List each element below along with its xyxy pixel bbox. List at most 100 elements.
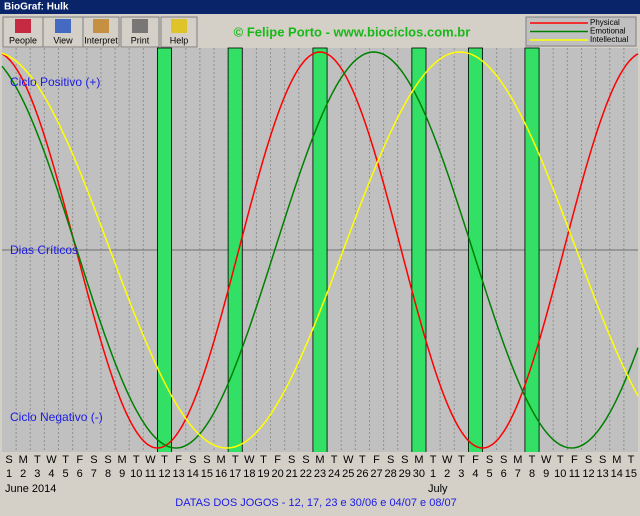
day-number: 2 bbox=[20, 468, 26, 480]
game-day-bar bbox=[157, 47, 172, 481]
button-icon[interactable] bbox=[15, 19, 31, 33]
weekday: M bbox=[612, 454, 621, 466]
curves bbox=[1, 51, 639, 449]
day-number: 15 bbox=[201, 468, 213, 480]
weekday: S bbox=[401, 454, 408, 466]
button-label[interactable]: Print bbox=[131, 35, 150, 45]
day-number: 16 bbox=[215, 468, 227, 480]
weekday: T bbox=[331, 454, 338, 466]
day-number: 23 bbox=[314, 468, 326, 480]
weekday: T bbox=[557, 454, 564, 466]
weekday: W bbox=[145, 454, 156, 466]
weekday: S bbox=[599, 454, 606, 466]
weekday: M bbox=[513, 454, 522, 466]
toolbar-button[interactable]: Help bbox=[160, 16, 198, 48]
weekday: T bbox=[458, 454, 465, 466]
weekday: M bbox=[19, 454, 28, 466]
toolbar: People View Interpret Print Help bbox=[2, 16, 198, 48]
biorhythm-curve bbox=[1, 51, 639, 449]
day-number: 14 bbox=[187, 468, 199, 480]
positive-label: Ciclo Positivo (+) bbox=[10, 75, 100, 89]
toolbar-button[interactable]: Interpret bbox=[82, 16, 120, 48]
button-label[interactable]: People bbox=[9, 35, 37, 45]
weekday: T bbox=[430, 454, 437, 466]
day-number: 20 bbox=[271, 468, 283, 480]
weekday: W bbox=[442, 454, 453, 466]
day-number: 4 bbox=[48, 468, 54, 480]
weekday: F bbox=[373, 454, 380, 466]
day-number: 7 bbox=[515, 468, 521, 480]
day-number: 18 bbox=[243, 468, 255, 480]
button-icon[interactable] bbox=[171, 19, 187, 33]
weekday: S bbox=[5, 454, 12, 466]
weekday: F bbox=[175, 454, 182, 466]
day-number: 29 bbox=[399, 468, 411, 480]
day-number: 1 bbox=[430, 468, 436, 480]
credit: © Felipe Porto - www.biociclos.com.br bbox=[234, 24, 471, 39]
button-label[interactable]: View bbox=[53, 35, 73, 45]
day-number: 5 bbox=[63, 468, 69, 480]
weekday: M bbox=[216, 454, 225, 466]
day-number: 15 bbox=[625, 468, 637, 480]
game-day-bar bbox=[524, 47, 540, 481]
game-day-bar bbox=[312, 47, 328, 481]
day-number: 4 bbox=[472, 468, 478, 480]
weekday: F bbox=[76, 454, 83, 466]
toolbar-button[interactable]: People bbox=[2, 16, 44, 48]
day-number: 13 bbox=[173, 468, 185, 480]
weekday: T bbox=[133, 454, 140, 466]
day-number: 3 bbox=[34, 468, 40, 480]
window-title: BioGraf: Hulk bbox=[4, 2, 69, 13]
weekday: S bbox=[288, 454, 295, 466]
weekday: S bbox=[486, 454, 493, 466]
day-number: 5 bbox=[487, 468, 493, 480]
day-number: 27 bbox=[370, 468, 382, 480]
biorhythm-curve bbox=[1, 51, 639, 449]
day-number: 17 bbox=[229, 468, 241, 480]
game-day-bar bbox=[467, 47, 483, 481]
day-number: 28 bbox=[385, 468, 397, 480]
day-number: 1 bbox=[6, 468, 12, 480]
weekday: T bbox=[161, 454, 168, 466]
weekday: W bbox=[244, 454, 255, 466]
day-number: 9 bbox=[543, 468, 549, 480]
weekday: S bbox=[585, 454, 592, 466]
day-number: 12 bbox=[582, 468, 594, 480]
button-icon[interactable] bbox=[55, 19, 71, 33]
biorhythm-curve bbox=[1, 51, 639, 449]
day-number: 10 bbox=[130, 468, 142, 480]
weekday: T bbox=[260, 454, 267, 466]
weekday: M bbox=[315, 454, 324, 466]
weekday: S bbox=[203, 454, 210, 466]
weekday: F bbox=[571, 454, 578, 466]
weekday: M bbox=[118, 454, 127, 466]
weekday: W bbox=[541, 454, 552, 466]
weekday: S bbox=[189, 454, 196, 466]
weekday: F bbox=[472, 454, 479, 466]
weekday: W bbox=[46, 454, 57, 466]
button-icon[interactable] bbox=[93, 19, 109, 33]
legend-label: Intellectual bbox=[590, 35, 628, 44]
day-number: 6 bbox=[501, 468, 507, 480]
weekday: T bbox=[232, 454, 239, 466]
toolbar-button[interactable]: Print bbox=[120, 16, 160, 48]
critical-label: Dias Críticos bbox=[10, 243, 78, 257]
day-number: 6 bbox=[77, 468, 83, 480]
button-label[interactable]: Help bbox=[170, 35, 189, 45]
day-number: 10 bbox=[554, 468, 566, 480]
date-strip bbox=[2, 452, 638, 496]
button-label[interactable]: Interpret bbox=[84, 35, 118, 45]
day-number: 8 bbox=[105, 468, 111, 480]
toolbar-button[interactable]: View bbox=[42, 16, 84, 48]
day-number: 7 bbox=[91, 468, 97, 480]
weekday: T bbox=[359, 454, 366, 466]
day-number: 13 bbox=[597, 468, 609, 480]
weekday: T bbox=[34, 454, 41, 466]
weekday: S bbox=[387, 454, 394, 466]
day-number: 26 bbox=[356, 468, 368, 480]
button-icon[interactable] bbox=[132, 19, 148, 33]
weekday: T bbox=[62, 454, 69, 466]
day-number: 11 bbox=[145, 468, 156, 480]
negative-label: Ciclo Negativo (-) bbox=[10, 410, 103, 424]
